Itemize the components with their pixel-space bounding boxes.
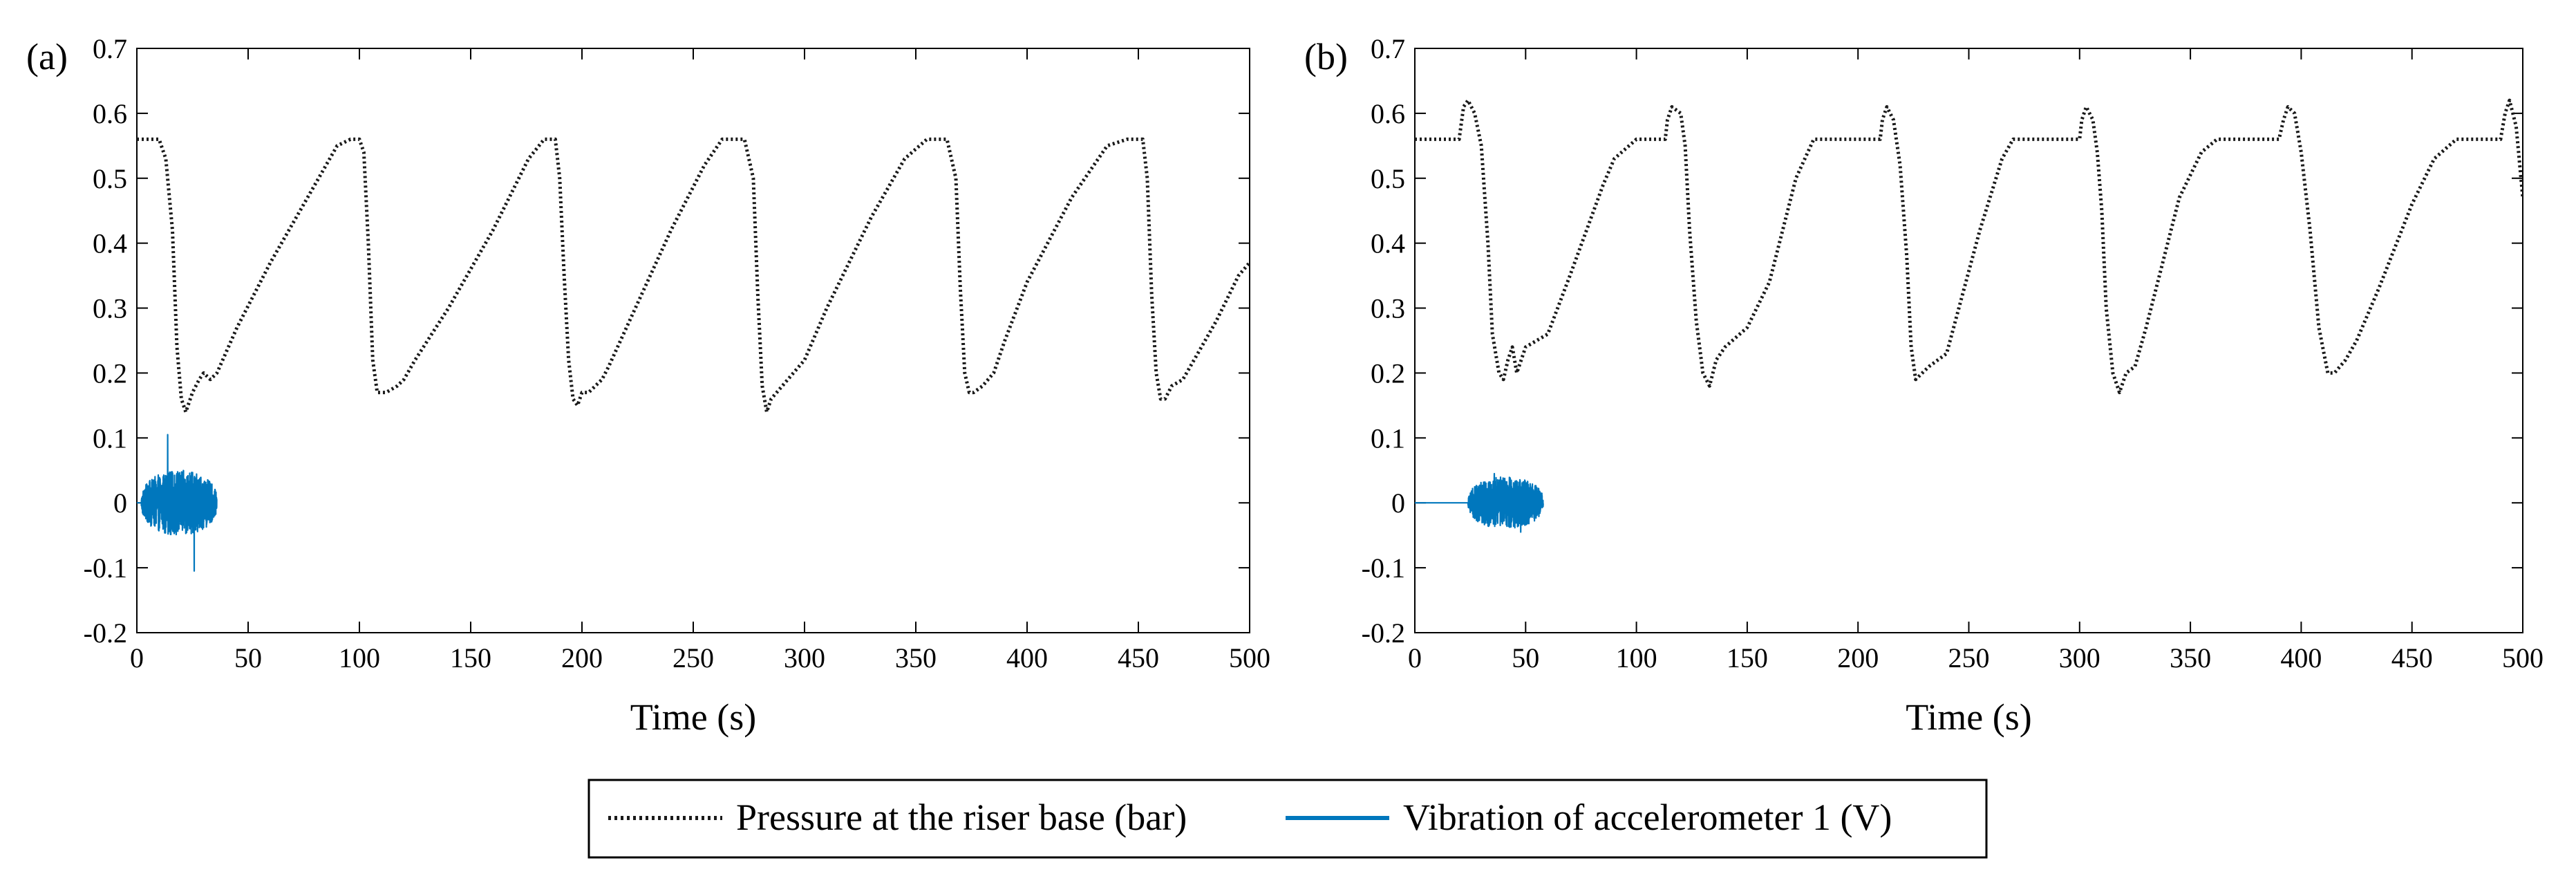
x-tick-label-a: 400	[1006, 642, 1048, 673]
pressure-line-b	[1415, 98, 2523, 395]
legend-box	[587, 779, 1988, 859]
y-tick-label-a: -0.1	[84, 552, 127, 584]
legend-vibration-label: Vibration of accelerometer 1 (V)	[1403, 797, 1892, 838]
y-tick-label-b: -0.1	[1362, 552, 1405, 584]
plot-area-b	[1414, 48, 2523, 633]
y-tick-label-a: 0.5	[93, 163, 127, 194]
pressure-line-a	[137, 137, 1250, 414]
x-axis-label-a: Time (s)	[630, 696, 757, 738]
x-tick-label-b: 350	[2170, 642, 2211, 673]
y-tick-label-a: 0	[113, 487, 127, 519]
legend: Pressure at the riser base (bar) Vibrati…	[587, 779, 1988, 859]
x-tick-label-b: 150	[1727, 642, 1768, 673]
y-tick-label-b: 0.1	[1371, 422, 1405, 454]
y-tick-label-b: 0.3	[1371, 293, 1405, 324]
x-tick-label-b: 200	[1837, 642, 1879, 673]
x-tick-label-a: 500	[1229, 642, 1270, 673]
plot-series-a	[137, 137, 1250, 572]
x-tick-label-a: 0	[130, 642, 144, 673]
y-tick-label-b: -0.2	[1362, 617, 1405, 649]
y-tick-label-b: 0.2	[1371, 357, 1405, 389]
vibration-line-a	[137, 434, 218, 572]
x-tick-label-b: 0	[1408, 642, 1422, 673]
x-tick-label-a: 450	[1118, 642, 1159, 673]
plot-area-a	[136, 48, 1250, 633]
x-tick-label-a: 100	[339, 642, 380, 673]
chart-panel-a: 0 50 100 150 200 250 300 350 400 450 500 -0.2 -0.1 0 0…	[26, 33, 1270, 738]
y-tick-label-a: 0.3	[93, 293, 127, 324]
x-tick-label-a: 300	[784, 642, 825, 673]
x-tick-label-b: 500	[2502, 642, 2544, 673]
plot-series-b	[1415, 98, 2523, 533]
x-axis-label-b: Time (s)	[1906, 696, 2032, 738]
vibration-line-b	[1415, 472, 1544, 533]
y-tick-label-b: 0.6	[1371, 98, 1405, 129]
y-tick-label-a: -0.2	[84, 617, 127, 649]
y-tick-label-b: 0.7	[1371, 33, 1405, 64]
panel-label-a: (a)	[26, 36, 68, 77]
x-tick-label-a: 350	[895, 642, 937, 673]
panel-label-b: (b)	[1304, 36, 1348, 77]
x-tick-label-b: 250	[1948, 642, 1990, 673]
y-tick-label-b: 0	[1391, 487, 1405, 519]
x-tick-label-b: 100	[1616, 642, 1657, 673]
y-tick-label-b: 0.4	[1371, 228, 1405, 259]
y-tick-label-a: 0.2	[93, 357, 127, 389]
chart-panel-b: 0 50 100 150 200 250 300 350 400 450 500 -0.2 -0.1 0 0…	[1304, 33, 2544, 738]
y-tick-label-a: 0.4	[93, 228, 127, 259]
x-tick-label-a: 250	[673, 642, 714, 673]
x-tick-label-a: 150	[450, 642, 491, 673]
y-tick-label-a: 0.1	[93, 422, 127, 454]
legend-pressure-label: Pressure at the riser base (bar)	[736, 797, 1187, 838]
x-tick-label-b: 450	[2391, 642, 2433, 673]
x-tick-label-a: 50	[234, 642, 262, 673]
x-tick-label-b: 300	[2059, 642, 2100, 673]
y-tick-label-a: 0.7	[93, 33, 127, 64]
x-tick-label-b: 50	[1512, 642, 1539, 673]
x-tick-label-a: 200	[561, 642, 603, 673]
y-tick-label-b: 0.5	[1371, 163, 1405, 194]
y-tick-label-a: 0.6	[93, 98, 127, 129]
x-tick-label-b: 400	[2280, 642, 2322, 673]
